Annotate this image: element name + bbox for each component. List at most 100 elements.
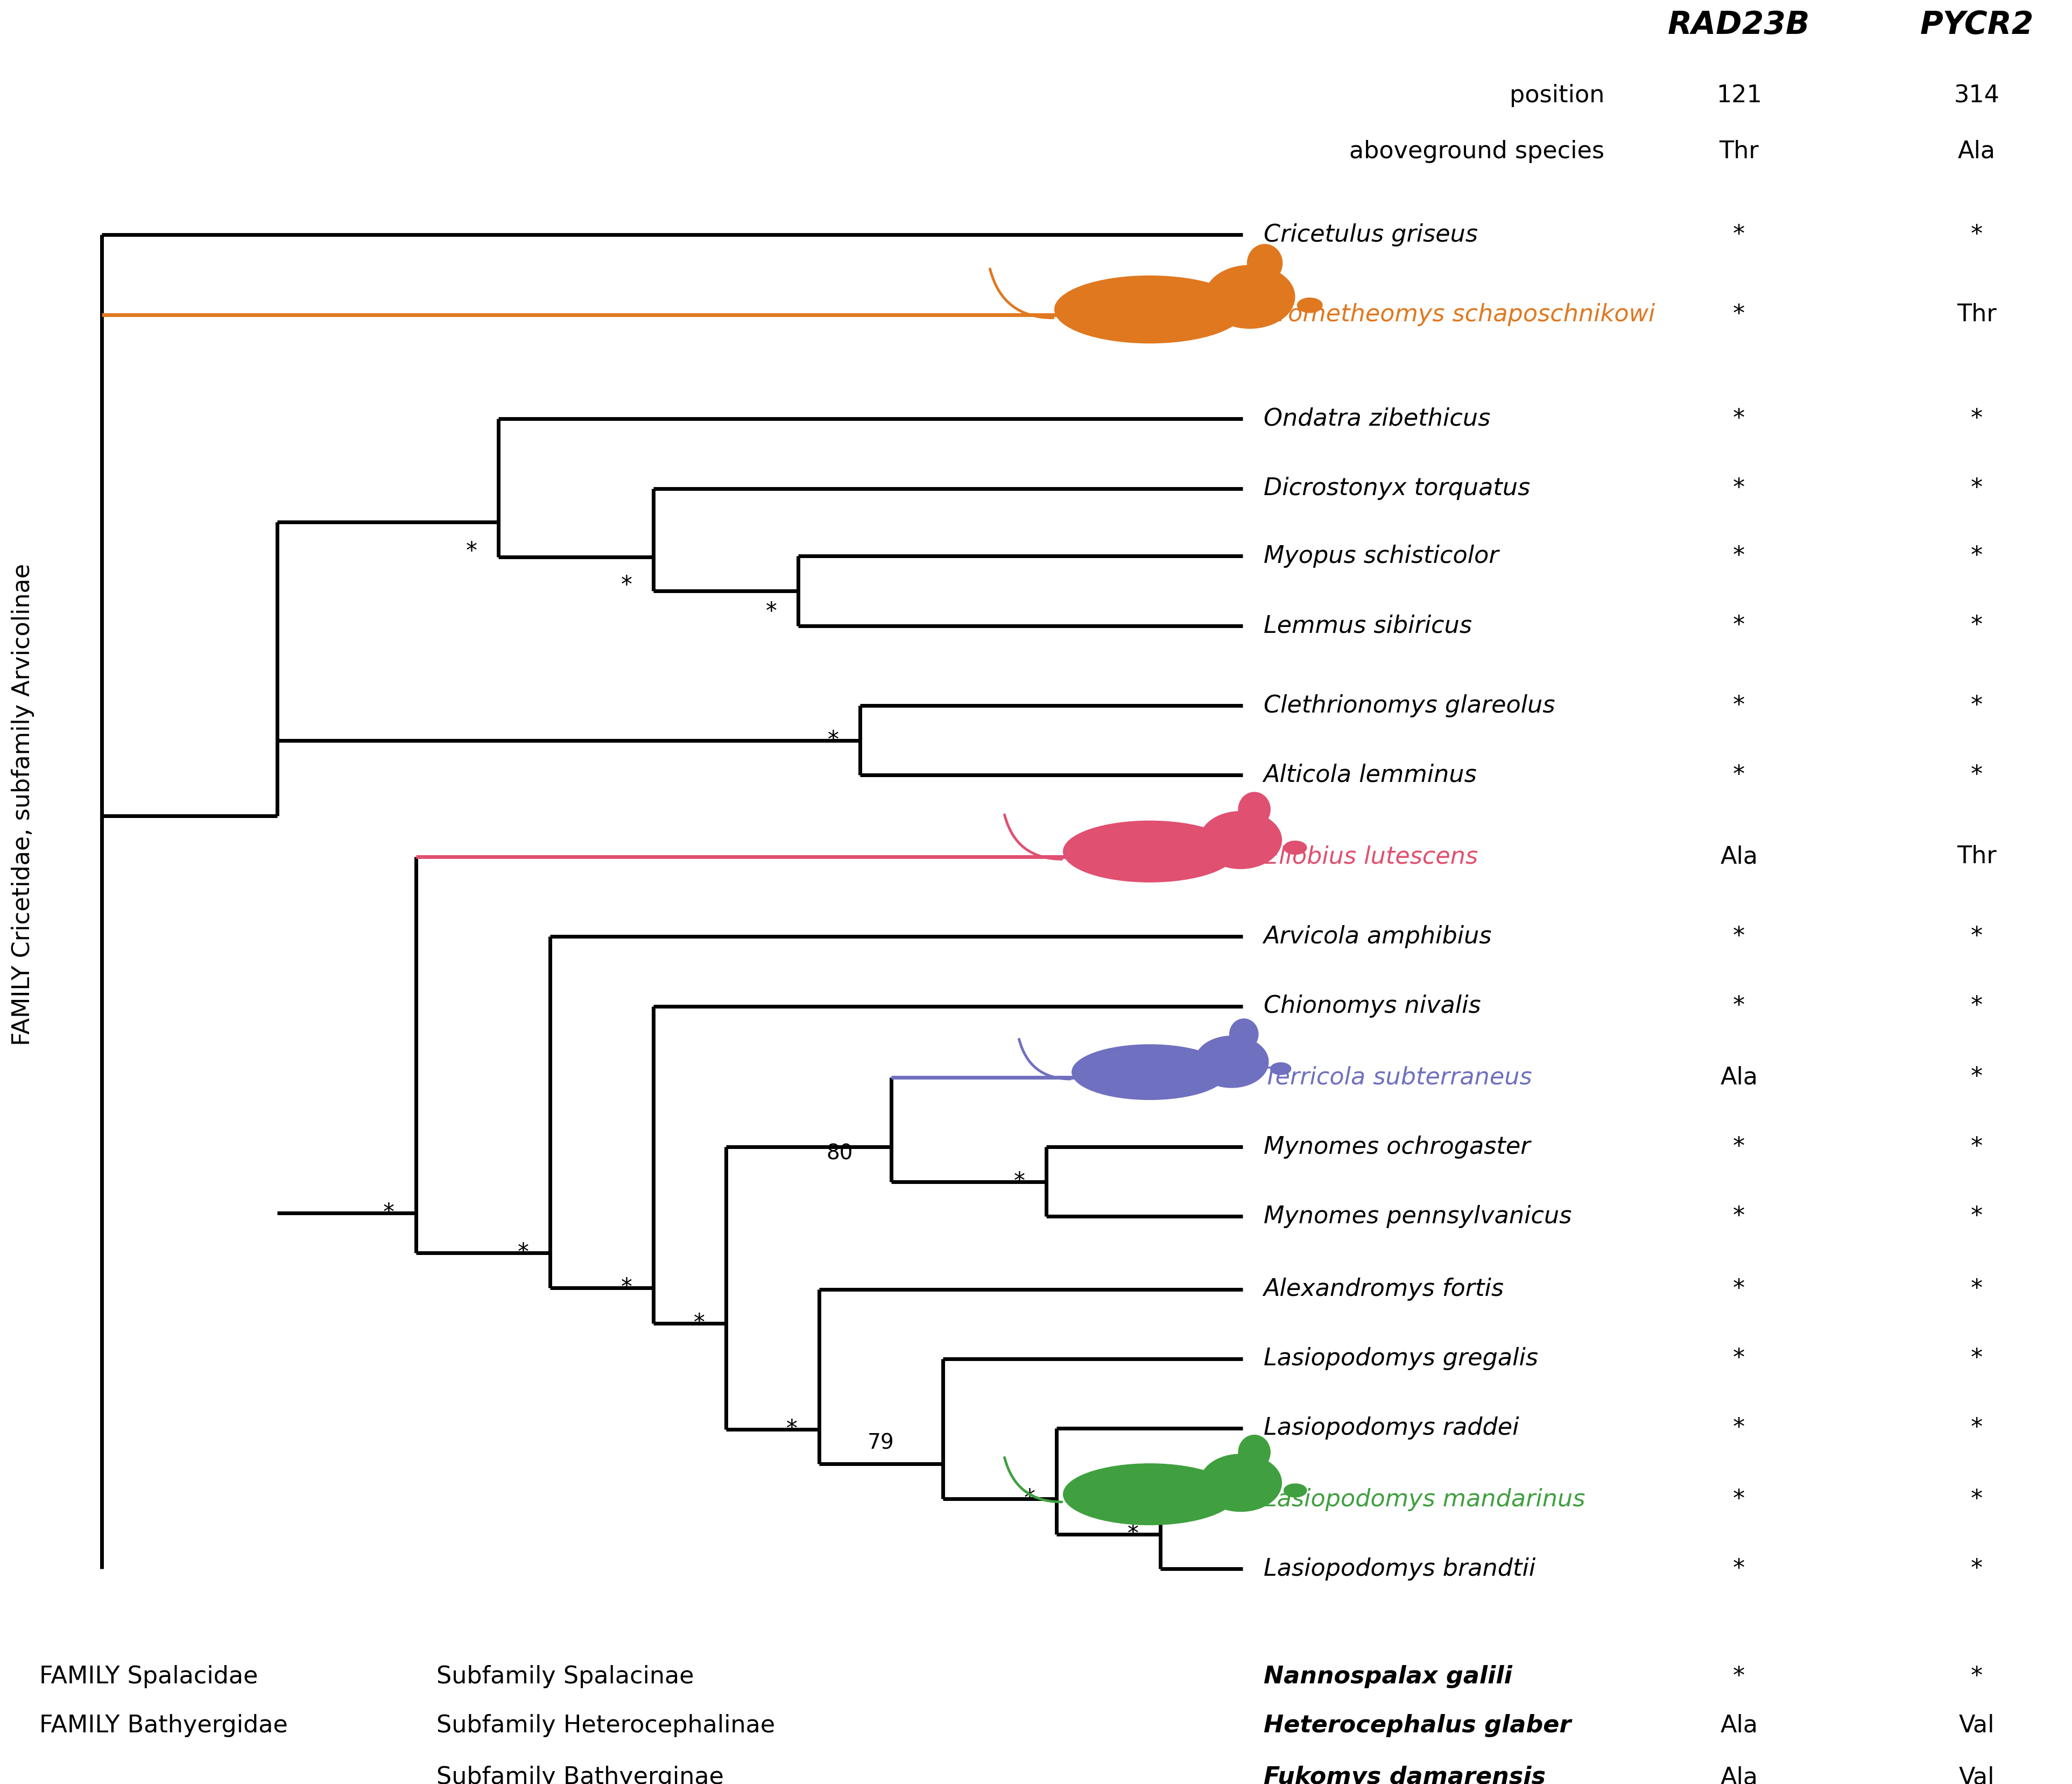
Text: *: *: [1970, 764, 1983, 787]
Text: *: *: [1970, 1135, 1983, 1158]
Text: Clethrionomys glareolus: Clethrionomys glareolus: [1264, 694, 1554, 717]
Text: Myopus schisticolor: Myopus schisticolor: [1264, 544, 1498, 567]
Ellipse shape: [1063, 1463, 1237, 1525]
Text: Ala: Ala: [1720, 1714, 1757, 1738]
Text: Ellobius lutescens: Ellobius lutescens: [1264, 846, 1477, 869]
Text: Ala: Ala: [1720, 846, 1757, 869]
Text: Lasiopodomys raddei: Lasiopodomys raddei: [1264, 1416, 1519, 1440]
Text: *: *: [767, 601, 777, 623]
Text: position: position: [1510, 84, 1604, 107]
Text: *: *: [1732, 1347, 1745, 1370]
Text: *: *: [1970, 1277, 1983, 1301]
Text: Cricetulus griseus: Cricetulus griseus: [1264, 223, 1477, 246]
Text: PYCR2: PYCR2: [1921, 9, 2033, 41]
Text: 121: 121: [1716, 84, 1761, 107]
Text: *: *: [1970, 1347, 1983, 1370]
Text: *: *: [1732, 764, 1745, 787]
Text: *: *: [1732, 1664, 1745, 1688]
Text: *: *: [1732, 614, 1745, 637]
Text: *: *: [383, 1202, 394, 1224]
Ellipse shape: [1200, 812, 1283, 869]
Text: Ondatra zibethicus: Ondatra zibethicus: [1264, 407, 1490, 430]
Text: Val: Val: [1958, 1714, 1995, 1738]
Ellipse shape: [1285, 840, 1307, 855]
Ellipse shape: [1229, 1019, 1258, 1049]
Text: *: *: [1024, 1488, 1036, 1509]
Text: Mynomes pennsylvanicus: Mynomes pennsylvanicus: [1264, 1204, 1571, 1227]
Text: FAMILY Cricetidae, subfamily Arvicolinae: FAMILY Cricetidae, subfamily Arvicolinae: [10, 564, 35, 1045]
Text: *: *: [1970, 223, 1983, 246]
Text: 314: 314: [1954, 84, 1999, 107]
Text: 79: 79: [868, 1433, 895, 1454]
Text: Lasiopodomys gregalis: Lasiopodomys gregalis: [1264, 1347, 1537, 1370]
Text: Subfamily Bathyerginae: Subfamily Bathyerginae: [437, 1766, 723, 1784]
Text: *: *: [1732, 1277, 1745, 1301]
Text: FAMILY Spalacidae: FAMILY Spalacidae: [39, 1664, 259, 1688]
Text: *: *: [1970, 1664, 1983, 1688]
Ellipse shape: [1297, 298, 1322, 312]
Text: *: *: [1970, 544, 1983, 567]
Text: Terricola subterraneus: Terricola subterraneus: [1264, 1065, 1531, 1088]
Text: Thr: Thr: [1956, 303, 1997, 326]
Text: *: *: [1970, 1416, 1983, 1440]
Text: *: *: [1970, 614, 1983, 637]
Text: Fukomys damarensis: Fukomys damarensis: [1264, 1766, 1546, 1784]
Text: *: *: [622, 1276, 632, 1299]
Text: *: *: [1732, 1135, 1745, 1158]
Text: *: *: [1013, 1170, 1026, 1193]
Text: 80: 80: [827, 1144, 854, 1163]
Text: *: *: [829, 730, 839, 751]
Text: *: *: [1970, 1557, 1983, 1581]
Text: *: *: [1732, 303, 1745, 326]
Text: *: *: [1970, 694, 1983, 717]
Text: Val: Val: [1958, 1766, 1995, 1784]
Text: RAD23B: RAD23B: [1668, 9, 1811, 41]
Text: Ala: Ala: [1720, 1766, 1757, 1784]
Text: *: *: [1970, 1204, 1983, 1227]
Text: Chionomys nivalis: Chionomys nivalis: [1264, 994, 1481, 1017]
Text: Thr: Thr: [1720, 139, 1759, 162]
Text: Arvicola amphibius: Arvicola amphibius: [1264, 926, 1492, 947]
Text: *: *: [1970, 1065, 1983, 1088]
Text: Subfamily Spalacinae: Subfamily Spalacinae: [437, 1664, 694, 1688]
Text: Mynomes ochrogaster: Mynomes ochrogaster: [1264, 1135, 1529, 1158]
Text: *: *: [1970, 1488, 1983, 1511]
Text: Ala: Ala: [1720, 1065, 1757, 1088]
Text: aboveground species: aboveground species: [1349, 139, 1604, 162]
Text: *: *: [622, 574, 632, 598]
Text: *: *: [1732, 476, 1745, 500]
Ellipse shape: [1285, 1484, 1307, 1497]
Text: *: *: [1732, 1204, 1745, 1227]
Text: Nannospalax galili: Nannospalax galili: [1264, 1664, 1513, 1688]
Ellipse shape: [1055, 277, 1245, 343]
Text: *: *: [1127, 1524, 1140, 1545]
Text: *: *: [1732, 223, 1745, 246]
Text: *: *: [1732, 994, 1745, 1017]
Text: Lasiopodomys mandarinus: Lasiopodomys mandarinus: [1264, 1488, 1585, 1511]
Text: *: *: [466, 541, 477, 564]
Text: Lemmus sibiricus: Lemmus sibiricus: [1264, 614, 1471, 637]
Ellipse shape: [1200, 1454, 1283, 1511]
Ellipse shape: [1063, 821, 1237, 881]
Text: *: *: [787, 1418, 798, 1440]
Text: *: *: [1732, 926, 1745, 947]
Text: *: *: [1732, 407, 1745, 430]
Ellipse shape: [1204, 266, 1295, 328]
Ellipse shape: [1239, 1434, 1270, 1470]
Text: *: *: [694, 1311, 704, 1334]
Ellipse shape: [1196, 1037, 1268, 1088]
Text: *: *: [1970, 476, 1983, 500]
Text: *: *: [1732, 694, 1745, 717]
Ellipse shape: [1071, 1045, 1227, 1099]
Text: Lasiopodomys brandtii: Lasiopodomys brandtii: [1264, 1557, 1535, 1581]
Text: Prometheomys schaposchnikowi: Prometheomys schaposchnikowi: [1264, 303, 1656, 326]
Text: *: *: [1732, 1416, 1745, 1440]
Text: Ala: Ala: [1958, 139, 1995, 162]
Text: *: *: [518, 1242, 528, 1265]
Text: *: *: [1970, 994, 1983, 1017]
Text: *: *: [1732, 1488, 1745, 1511]
Text: *: *: [1732, 544, 1745, 567]
Text: *: *: [1970, 926, 1983, 947]
Text: Dicrostonyx torquatus: Dicrostonyx torquatus: [1264, 476, 1529, 500]
Ellipse shape: [1247, 244, 1283, 282]
